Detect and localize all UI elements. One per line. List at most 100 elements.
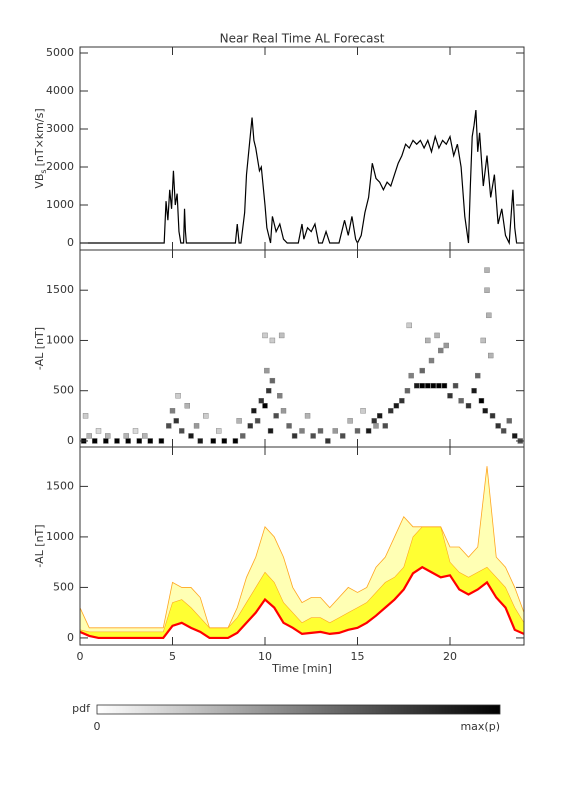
inner-edge [80, 526, 524, 633]
pdf-cell [277, 393, 283, 399]
pdf-cell [247, 423, 253, 429]
y-tick-label: 0 [67, 631, 74, 644]
plot-area [80, 109, 524, 246]
y-label-main: VB [33, 174, 46, 189]
pdf-cell [425, 382, 431, 389]
pdf-cell [210, 438, 216, 444]
colorbar [96, 704, 501, 715]
pdf-cell [105, 433, 111, 439]
pdf-cell [482, 408, 488, 414]
pdf-cell [166, 423, 172, 429]
pdf-cell [365, 428, 372, 434]
pdf-cell [452, 382, 459, 389]
pdf-cell [158, 438, 165, 444]
pdf-cell [175, 393, 181, 399]
panel-frame [79, 446, 525, 646]
colorbar-label: pdf [72, 702, 91, 715]
y-tick-label: 500 [53, 384, 74, 397]
pdf-cell [436, 382, 442, 389]
pdf-cell [92, 438, 98, 444]
pdf-cell [264, 367, 270, 374]
colorbar-min: 0 [94, 720, 101, 733]
pdf-cell [103, 438, 109, 444]
y-label-unit: [nT×km/s] [33, 108, 46, 166]
pdf-cell [495, 423, 501, 429]
pdf-cell [347, 418, 353, 424]
pdf-cell [438, 347, 444, 354]
panel-frame [79, 249, 525, 448]
pdf-cell [262, 403, 268, 409]
pdf-cell [262, 332, 268, 339]
y-tick-label: 500 [53, 580, 74, 593]
pdf-cell [458, 398, 464, 404]
y-tick-label: 1000 [46, 530, 74, 543]
pdf-cell [414, 382, 420, 389]
pdf-cell [114, 438, 120, 444]
pdf-cell [480, 337, 486, 344]
pdf-cell [179, 428, 185, 434]
x-tick-label: 10 [258, 650, 272, 663]
x-tick-label: 5 [169, 650, 176, 663]
pdf-cell [286, 423, 292, 429]
pdf-cell [251, 408, 257, 414]
outer-edge [80, 466, 524, 629]
pdf-cell [465, 403, 472, 409]
pdf-cell [95, 428, 102, 434]
y-label-sub: s [39, 169, 48, 173]
x-axis-label: Time [min] [271, 662, 332, 675]
pdf-cell [484, 287, 490, 293]
pdf-cell [447, 393, 453, 399]
pdf-cell [408, 372, 414, 379]
y-axis-label: -AL [nT] [33, 524, 46, 567]
y-axis-label: VBs [nT×km/s] [33, 108, 48, 188]
x-tick-label: 0 [77, 650, 84, 663]
pdf-cell [382, 423, 388, 429]
plot-area [80, 267, 523, 444]
pdf-cell [406, 322, 412, 329]
pdf-cell [169, 408, 176, 414]
pdf-cell [419, 382, 425, 389]
y-tick-label: 2000 [46, 160, 74, 173]
pdf-cell [142, 433, 148, 439]
pdf-cell [441, 382, 448, 389]
pdf-cell [267, 428, 274, 434]
colorbar-max: max(p) [460, 720, 500, 733]
pdf-cell [123, 433, 129, 439]
y-tick-label: 0 [67, 434, 74, 447]
pdf-cell [471, 388, 477, 394]
pdf-cell [430, 382, 437, 389]
median-line [80, 565, 524, 640]
pdf-cell [434, 332, 440, 339]
pdf-cell [373, 423, 379, 429]
pdf-cell [299, 428, 305, 434]
chart-title: Near Real Time AL Forecast [220, 32, 385, 46]
inner-band [80, 526, 524, 638]
pdf-cell [310, 433, 316, 439]
pdf-cell [428, 357, 435, 364]
y-tick-label: 0 [67, 236, 74, 249]
pdf-cell [269, 337, 276, 344]
pdf-cell [216, 428, 222, 434]
pdf-cell [236, 418, 242, 424]
pdf-cell [197, 438, 203, 444]
pdf-cell [478, 398, 485, 404]
pdf-cell [125, 438, 131, 444]
y-tick-label: 1000 [46, 198, 74, 211]
y-tick-label: 4000 [46, 84, 74, 97]
pdf-cell [317, 428, 324, 434]
pdf-cell [240, 433, 246, 439]
panel-frame [79, 46, 525, 251]
pdf-cell [304, 413, 311, 419]
pdf-cell [486, 312, 492, 319]
y-tick-label: 1500 [46, 283, 74, 296]
pdf-cell [475, 372, 481, 379]
pdf-cell [269, 377, 276, 384]
pdf-cell [188, 433, 194, 439]
pdf-cell [86, 433, 92, 439]
y-tick-label: 1500 [46, 479, 74, 492]
pdf-cell [419, 367, 425, 374]
y-tick-label: 1000 [46, 333, 74, 346]
x-tick-label: 20 [443, 650, 457, 663]
pdf-cell [325, 438, 331, 444]
